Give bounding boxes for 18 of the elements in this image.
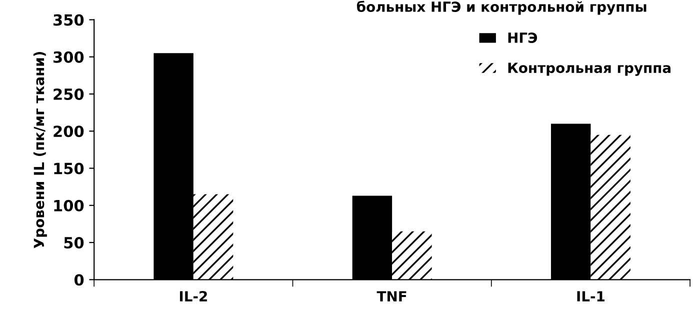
legend-label: Контрольная группа	[508, 62, 670, 76]
y-tick-label: 250	[54, 88, 84, 100]
x-tick-label: IL-1	[577, 291, 604, 302]
bar	[193, 194, 234, 280]
y-tick-label: 350	[54, 14, 84, 26]
bar	[392, 231, 432, 280]
legend-label: НГЭ	[508, 32, 538, 43]
x-tick-label: TNF	[376, 291, 406, 302]
y-tick-label: 0	[74, 274, 84, 286]
y-tick-label: 300	[54, 51, 84, 63]
chart-title: больных НГЭ и контрольной группы	[356, 0, 646, 15]
x-tick-label: IL-2	[180, 291, 207, 302]
y-tick-label: 100	[54, 200, 84, 212]
bar	[590, 134, 630, 280]
y-tick-label: 50	[64, 236, 84, 249]
y-axis-title: Уровени IL (пк/мг ткани)	[34, 52, 47, 248]
y-tick-label: 150	[54, 162, 84, 174]
y-tick-label: 200	[54, 126, 84, 138]
